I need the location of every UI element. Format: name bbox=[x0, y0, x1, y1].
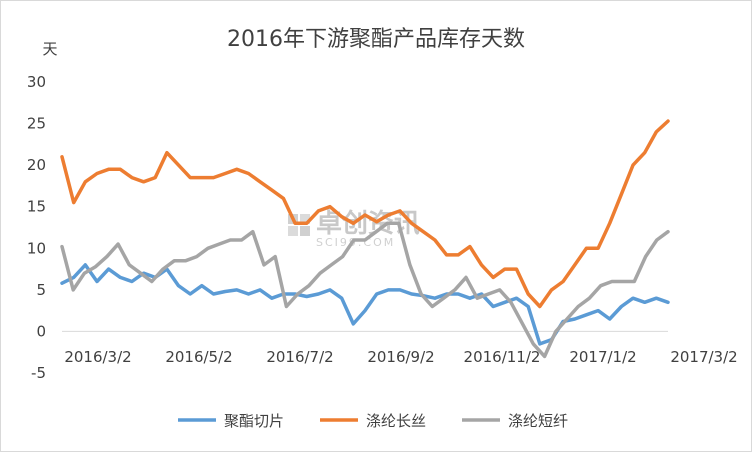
y-tick-label: -5 bbox=[31, 364, 46, 382]
svg-text:SCI99.COM: SCI99.COM bbox=[316, 236, 395, 249]
y-tick-label: 20 bbox=[27, 156, 46, 174]
legend-label: 聚酯切片 bbox=[224, 412, 284, 430]
y-tick-label: 30 bbox=[27, 73, 46, 91]
y-tick-label: 10 bbox=[27, 239, 46, 257]
x-tick-label: 2016/3/2 bbox=[64, 348, 131, 366]
y-tick-label: 5 bbox=[36, 281, 46, 299]
legend: 聚酯切片 涤纶长丝 涤纶短纤 bbox=[178, 412, 568, 430]
x-tick-label: 2017/1/2 bbox=[569, 348, 636, 366]
series-layer bbox=[60, 119, 670, 359]
x-tick-label: 2017/3/2 bbox=[670, 348, 737, 366]
series-line-3 bbox=[60, 221, 670, 359]
y-tick-label: 0 bbox=[36, 322, 46, 340]
x-tick-label: 2016/7/2 bbox=[266, 348, 333, 366]
legend-label: 涤纶长丝 bbox=[366, 412, 426, 430]
x-tick-label: 2016/11/2 bbox=[464, 348, 541, 366]
chart-title: 2016年下游聚酯产品库存天数 bbox=[227, 27, 525, 52]
y-tick-label: 15 bbox=[27, 198, 46, 216]
series-line-2 bbox=[60, 119, 670, 309]
x-tick-label: 2016/5/2 bbox=[165, 348, 232, 366]
axes: -5 0 5 10 15 20 25 30 2016/3/2 2016/5/2 2016/7/2 20… bbox=[27, 73, 738, 382]
y-tick-label: 25 bbox=[27, 115, 46, 133]
y-axis-unit: 天 bbox=[42, 40, 57, 58]
x-tick-label: 2016/9/2 bbox=[367, 348, 434, 366]
legend-label: 涤纶短纤 bbox=[508, 412, 568, 430]
